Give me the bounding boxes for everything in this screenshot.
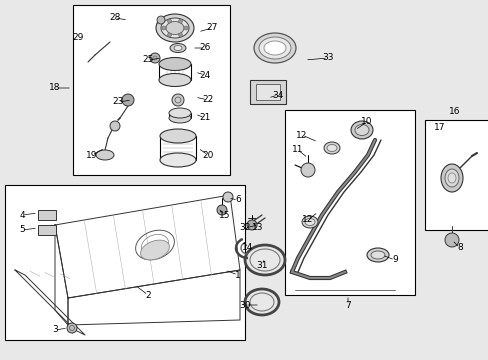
- Text: 28: 28: [109, 13, 121, 22]
- Ellipse shape: [159, 58, 191, 71]
- Text: 26: 26: [199, 44, 210, 53]
- Ellipse shape: [259, 37, 290, 59]
- Text: 24: 24: [199, 71, 210, 80]
- Text: 22: 22: [202, 95, 213, 104]
- Text: 33: 33: [322, 54, 333, 63]
- Text: 6: 6: [235, 195, 241, 204]
- Circle shape: [183, 26, 187, 30]
- Circle shape: [246, 220, 257, 230]
- Bar: [5, 185, 244, 340]
- Ellipse shape: [366, 248, 388, 262]
- Polygon shape: [68, 270, 240, 325]
- Ellipse shape: [174, 45, 182, 50]
- Text: 34: 34: [272, 90, 283, 99]
- Ellipse shape: [165, 22, 183, 35]
- Text: 10: 10: [361, 117, 372, 126]
- Bar: [285, 110, 414, 295]
- Text: 4: 4: [19, 211, 25, 220]
- Ellipse shape: [324, 142, 339, 154]
- Ellipse shape: [440, 164, 462, 192]
- Ellipse shape: [160, 129, 196, 143]
- Bar: [38, 210, 56, 220]
- Ellipse shape: [159, 73, 191, 86]
- Circle shape: [172, 94, 183, 106]
- Text: 31: 31: [256, 261, 267, 270]
- Text: 14: 14: [242, 243, 253, 252]
- Text: 23: 23: [112, 98, 123, 107]
- Text: 11: 11: [292, 145, 303, 154]
- Ellipse shape: [169, 108, 191, 118]
- Ellipse shape: [156, 14, 194, 42]
- Circle shape: [178, 19, 182, 23]
- Circle shape: [157, 16, 164, 24]
- Bar: [38, 225, 56, 235]
- Ellipse shape: [302, 216, 317, 228]
- Ellipse shape: [96, 150, 114, 160]
- Text: 9: 9: [391, 256, 397, 265]
- Circle shape: [150, 53, 160, 63]
- Ellipse shape: [370, 251, 384, 259]
- Text: 29: 29: [72, 33, 83, 42]
- Circle shape: [444, 233, 458, 247]
- Text: 32: 32: [239, 224, 250, 233]
- Circle shape: [178, 33, 182, 37]
- Text: 18: 18: [49, 84, 61, 93]
- Text: 15: 15: [219, 211, 230, 220]
- Text: 5: 5: [19, 225, 25, 234]
- Text: 2: 2: [145, 291, 150, 300]
- Text: 3: 3: [52, 325, 58, 334]
- Ellipse shape: [354, 125, 368, 135]
- Ellipse shape: [170, 44, 185, 53]
- Text: 8: 8: [456, 243, 462, 252]
- Ellipse shape: [253, 33, 295, 63]
- Ellipse shape: [305, 219, 314, 225]
- Circle shape: [301, 163, 314, 177]
- Text: 30: 30: [239, 301, 250, 310]
- Text: 12: 12: [302, 216, 313, 225]
- Text: 1: 1: [235, 270, 241, 279]
- Ellipse shape: [161, 18, 189, 38]
- Ellipse shape: [326, 144, 336, 152]
- Circle shape: [167, 19, 171, 23]
- Circle shape: [167, 33, 171, 37]
- Text: 21: 21: [199, 113, 210, 122]
- Circle shape: [217, 205, 226, 215]
- Text: 12: 12: [296, 130, 307, 139]
- Ellipse shape: [447, 173, 455, 183]
- Text: 17: 17: [433, 123, 445, 132]
- Ellipse shape: [140, 240, 169, 260]
- Polygon shape: [15, 270, 85, 335]
- Polygon shape: [55, 195, 240, 298]
- Circle shape: [67, 323, 77, 333]
- Text: 16: 16: [448, 108, 460, 117]
- Text: 7: 7: [345, 301, 350, 310]
- Text: 20: 20: [202, 150, 213, 159]
- Bar: [424, 120, 488, 230]
- Ellipse shape: [350, 121, 372, 139]
- Ellipse shape: [264, 41, 285, 55]
- Circle shape: [110, 121, 120, 131]
- Ellipse shape: [160, 153, 196, 167]
- Bar: [256, 84, 280, 100]
- Circle shape: [162, 26, 165, 30]
- Ellipse shape: [169, 113, 191, 123]
- Bar: [73, 5, 229, 175]
- Circle shape: [122, 94, 134, 106]
- Text: 13: 13: [252, 224, 263, 233]
- Ellipse shape: [444, 169, 458, 187]
- Text: 19: 19: [86, 150, 98, 159]
- Polygon shape: [55, 225, 68, 325]
- Text: 27: 27: [206, 23, 217, 32]
- Bar: [249, 80, 285, 104]
- Circle shape: [223, 192, 232, 202]
- Text: 25: 25: [142, 55, 153, 64]
